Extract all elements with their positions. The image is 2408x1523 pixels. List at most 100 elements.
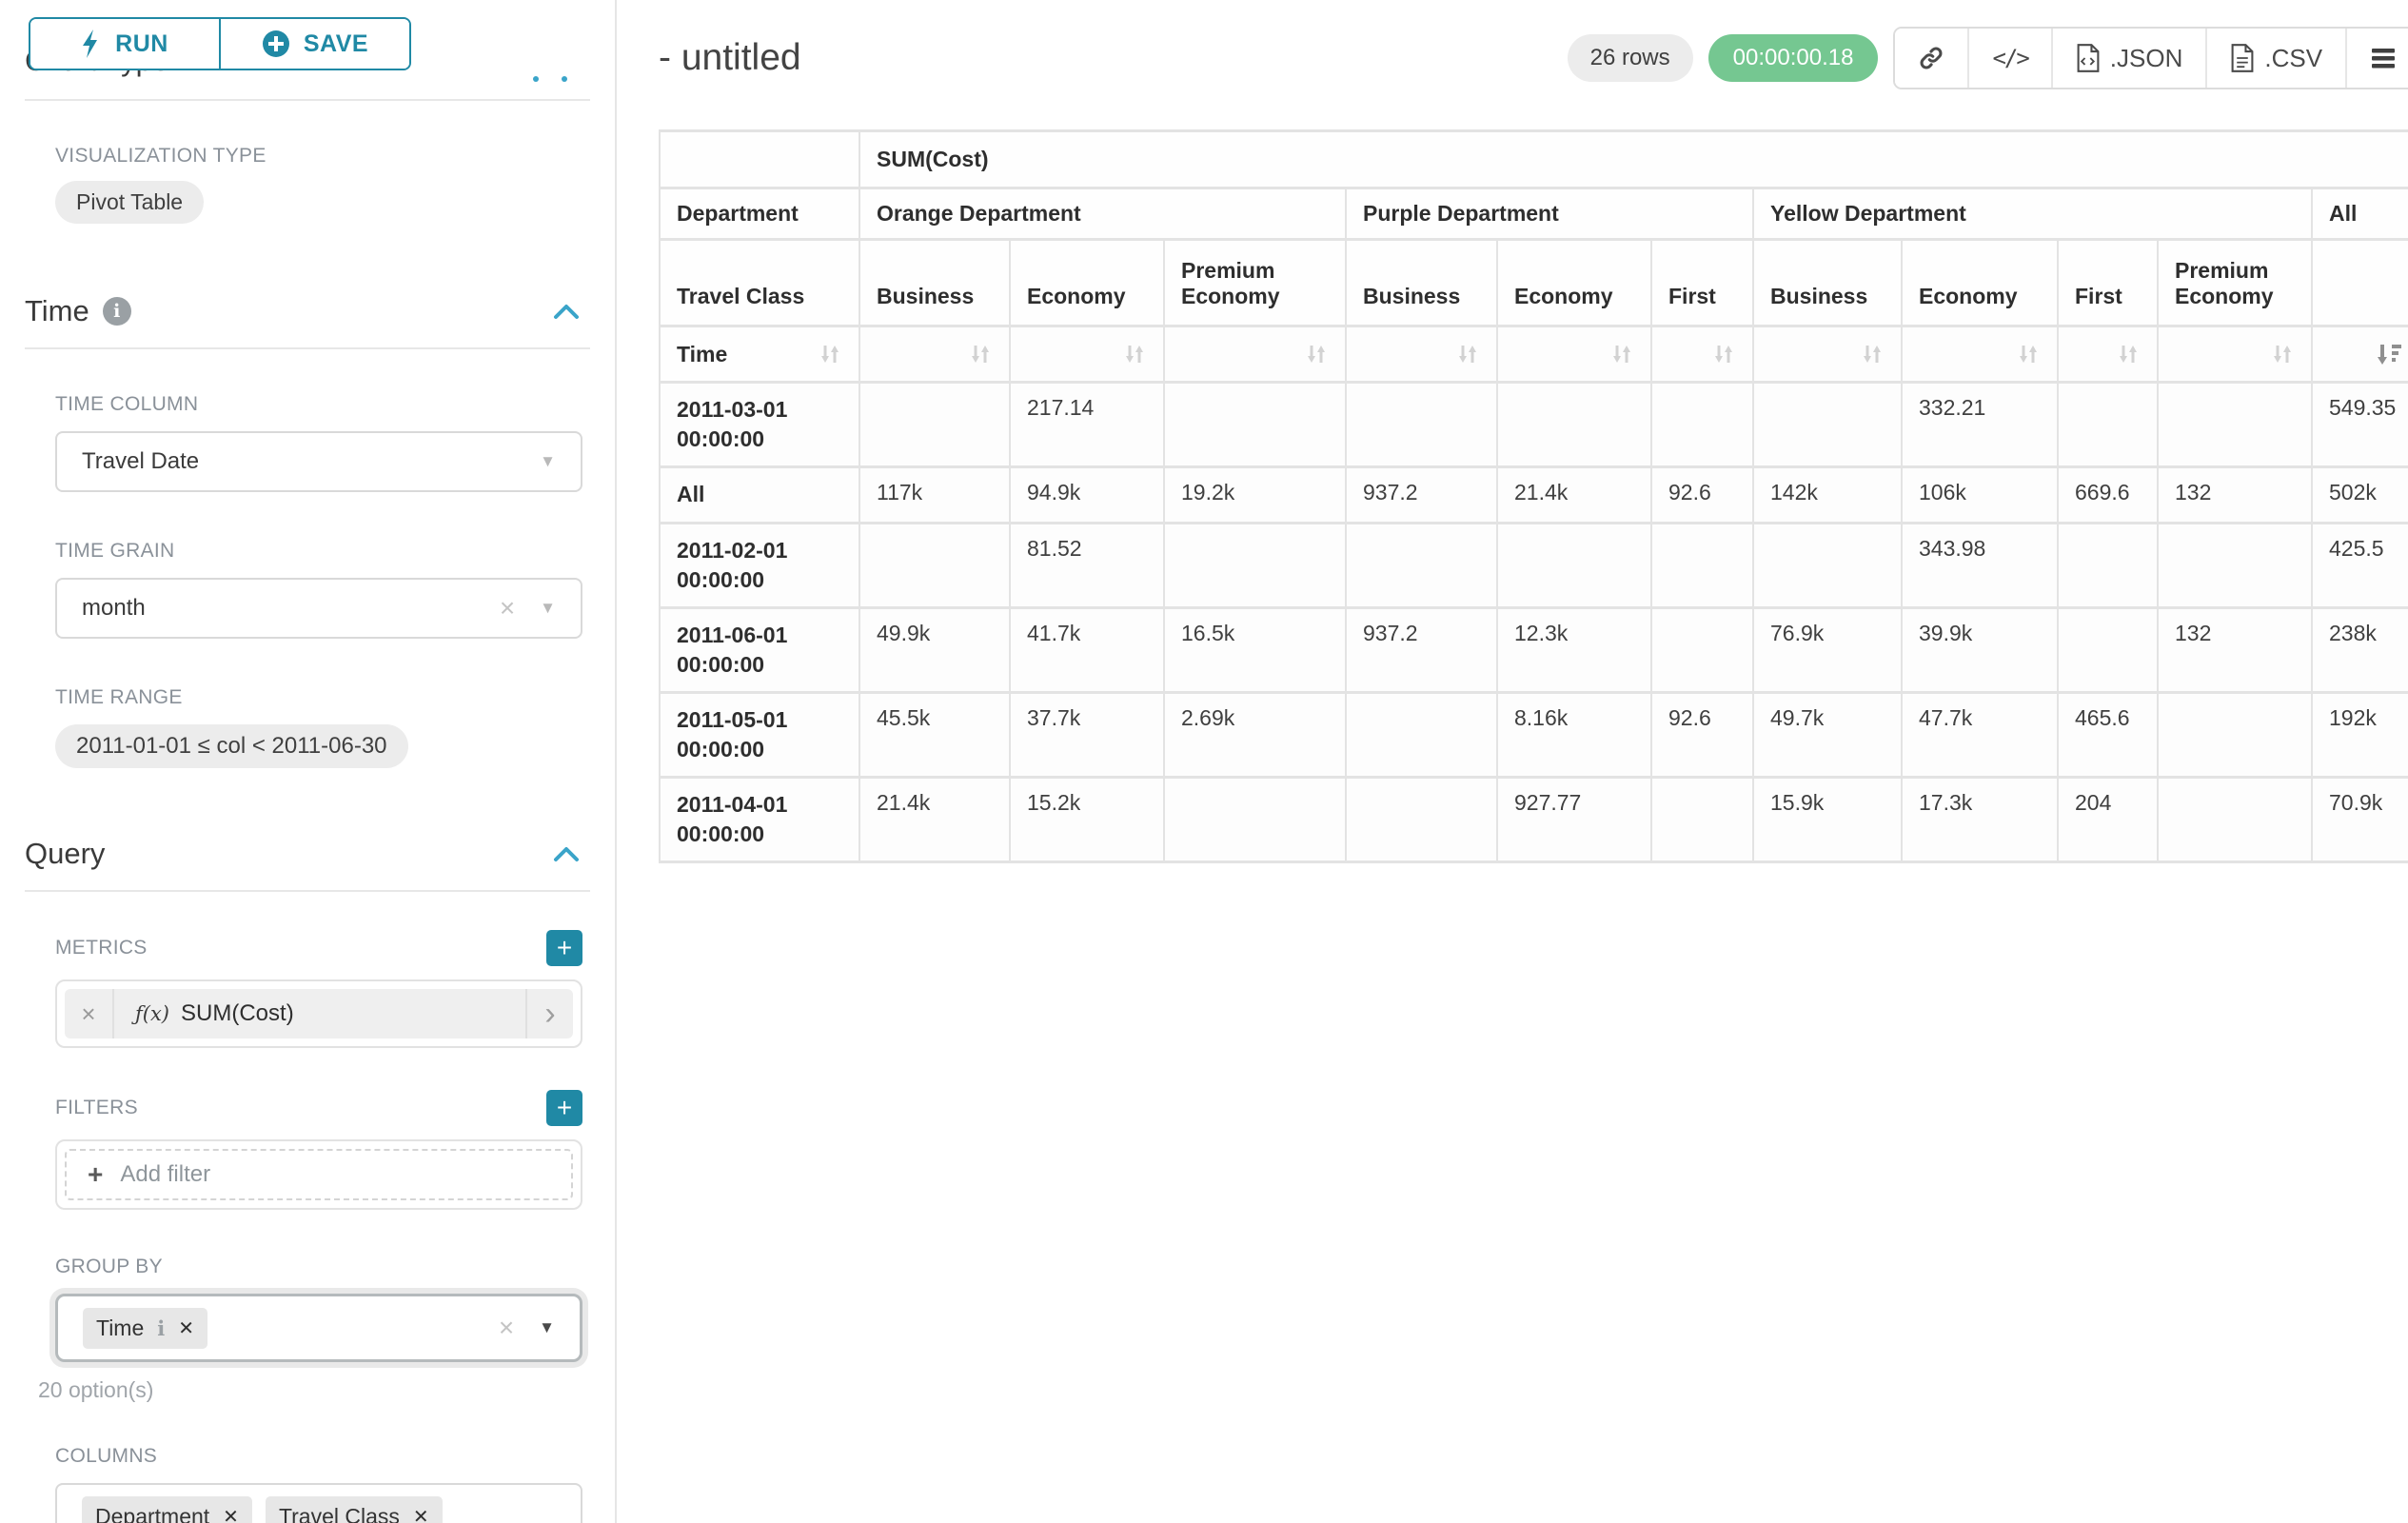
pivot-table: SUM(Cost) Department Orange Department Purp…: [659, 129, 2408, 864]
pivot-row: 2011-06-01 00:00:00 49.9k 41.7k 16.5k 937.2 1…: [661, 609, 2408, 692]
sort-cell[interactable]: [2313, 327, 2408, 381]
sort-cell[interactable]: [860, 327, 1009, 381]
pivot-row: 2011-02-01 00:00:00 81.52 343.98 425.5: [661, 524, 2408, 607]
sort-cell[interactable]: [1165, 327, 1345, 381]
chevron-up-icon-clipped: [533, 76, 539, 82]
time-column-select[interactable]: Travel Date ▼: [55, 431, 582, 492]
save-button[interactable]: SAVE: [219, 19, 409, 69]
pivot-cell: [1347, 524, 1496, 607]
columns-label: COLUMNS: [55, 1445, 158, 1467]
pivot-row: 2011-03-01 00:00:00 217.14 332.21 549.35: [661, 384, 2408, 466]
pivot-cell: 343.98: [1903, 524, 2057, 607]
pivot-cell: [1754, 524, 1901, 607]
sort-cell[interactable]: [1347, 327, 1496, 381]
section-divider: [25, 99, 590, 101]
sort-cell[interactable]: [2159, 327, 2311, 381]
pivot-cell: 17.3k: [1903, 779, 2057, 861]
menu-button[interactable]: [2345, 29, 2408, 88]
time-section-header[interactable]: Time i: [25, 294, 581, 328]
sort-icon: [1715, 346, 1732, 363]
code-icon: </>: [1992, 45, 2029, 71]
pivot-cell: 927.77: [1498, 779, 1650, 861]
visualization-type-pill[interactable]: Pivot Table: [55, 181, 205, 224]
time-range-pill[interactable]: 2011-01-01 ≤ col < 2011-06-30: [55, 724, 408, 768]
filters-label: FILTERS: [55, 1097, 138, 1118]
travel-class-header: Premium Economy: [1165, 241, 1345, 325]
time-grain-value: month: [82, 595, 146, 621]
add-metric-button[interactable]: +: [546, 930, 582, 966]
chevron-up-icon[interactable]: [552, 844, 581, 863]
columns-select[interactable]: Department ✕ Travel Class ✕ × ▼: [55, 1483, 582, 1523]
columns-chip-department[interactable]: Department ✕: [82, 1496, 252, 1523]
chevron-right-icon[interactable]: ›: [525, 989, 573, 1038]
plus-icon: +: [88, 1159, 104, 1189]
time-grain-select[interactable]: month × ▼: [55, 578, 582, 639]
pivot-cell: 217.14: [1011, 384, 1163, 466]
pivot-cell: [1165, 384, 1345, 466]
sort-cell[interactable]: [1011, 327, 1163, 381]
clear-icon[interactable]: ×: [499, 593, 516, 623]
metric-header-cell: SUM(Cost): [860, 132, 2408, 187]
chart-title[interactable]: - untitled: [659, 37, 801, 78]
pivot-cell: [1652, 524, 1752, 607]
group-by-label: GROUP BY: [55, 1256, 163, 1277]
metric-pill[interactable]: × ƒ(x) SUM(Cost) ›: [65, 989, 573, 1038]
query-section-title: Query: [25, 837, 106, 870]
pivot-cell: 502k: [2313, 468, 2408, 523]
pivot-cell: 132: [2159, 468, 2311, 523]
time-section-title: Time: [25, 294, 89, 327]
department-corner-cell: Department: [661, 189, 859, 238]
pivot-cell: 37.7k: [1011, 694, 1163, 777]
sort-cell[interactable]: [1903, 327, 2057, 381]
remove-metric-icon[interactable]: ×: [65, 989, 114, 1038]
pivot-cell: [1498, 524, 1650, 607]
time-column-value: Travel Date: [82, 448, 200, 474]
export-csv-button[interactable]: .CSV: [2205, 29, 2346, 88]
lightning-icon: [83, 30, 98, 58]
query-section-header[interactable]: Query: [25, 837, 581, 871]
info-icon: i: [157, 1315, 166, 1340]
pivot-cell: 8.16k: [1498, 694, 1650, 777]
columns-chip-travel-class[interactable]: Travel Class ✕: [265, 1496, 443, 1523]
travel-class-header: Economy: [1903, 241, 2057, 325]
pivot-cell: [1347, 779, 1496, 861]
sort-cell[interactable]: [1754, 327, 1901, 381]
travel-class-header: First: [1652, 241, 1752, 325]
sort-cell[interactable]: [1498, 327, 1650, 381]
sort-cell[interactable]: [2059, 327, 2157, 381]
sort-icon: [2274, 346, 2291, 363]
view-query-button[interactable]: </>: [1967, 29, 2051, 88]
pivot-cell: [2059, 524, 2157, 607]
run-button[interactable]: RUN: [30, 19, 219, 69]
pivot-cell: 425.5: [2313, 524, 2408, 607]
group-by-chip-time[interactable]: Time i ✕: [83, 1307, 208, 1349]
run-save-button-group: RUN SAVE: [29, 17, 411, 70]
pivot-cell: [1347, 694, 1496, 777]
pivot-cell: [860, 524, 1009, 607]
row-count-badge: 26 rows: [1567, 34, 1693, 82]
group-by-options-hint: 20 option(s): [38, 1377, 154, 1402]
chevron-up-icon[interactable]: [552, 302, 581, 321]
share-link-button[interactable]: [1895, 29, 1968, 88]
time-sort-cell[interactable]: Time: [661, 327, 859, 381]
remove-chip-icon[interactable]: ✕: [412, 1507, 429, 1523]
pivot-cell: 117k: [860, 468, 1009, 523]
pivot-cell: [860, 384, 1009, 466]
remove-chip-icon[interactable]: ✕: [223, 1507, 239, 1523]
pivot-row: All 117k 94.9k 19.2k 937.2 21.4k 92.6 142k 106k 6…: [661, 468, 2408, 523]
pivot-cell: 2.69k: [1165, 694, 1345, 777]
sort-icon: [1459, 346, 1476, 363]
section-divider: [25, 347, 590, 349]
group-by-select[interactable]: Time i ✕ × ▼: [55, 1294, 582, 1362]
travel-class-header: [2313, 241, 2408, 325]
sort-icon: [2120, 346, 2137, 363]
add-filter-dropzone[interactable]: + Add filter: [65, 1149, 573, 1200]
export-json-button[interactable]: .JSON: [2050, 29, 2206, 88]
sort-cell[interactable]: [1652, 327, 1752, 381]
add-filter-button[interactable]: +: [546, 1090, 582, 1126]
remove-chip-icon[interactable]: ✕: [178, 1317, 195, 1339]
pivot-cell: 41.7k: [1011, 609, 1163, 692]
clear-icon[interactable]: ×: [498, 1313, 515, 1342]
pivot-cell: 19.2k: [1165, 468, 1345, 523]
row-header: 2011-04-01 00:00:00: [661, 779, 859, 861]
